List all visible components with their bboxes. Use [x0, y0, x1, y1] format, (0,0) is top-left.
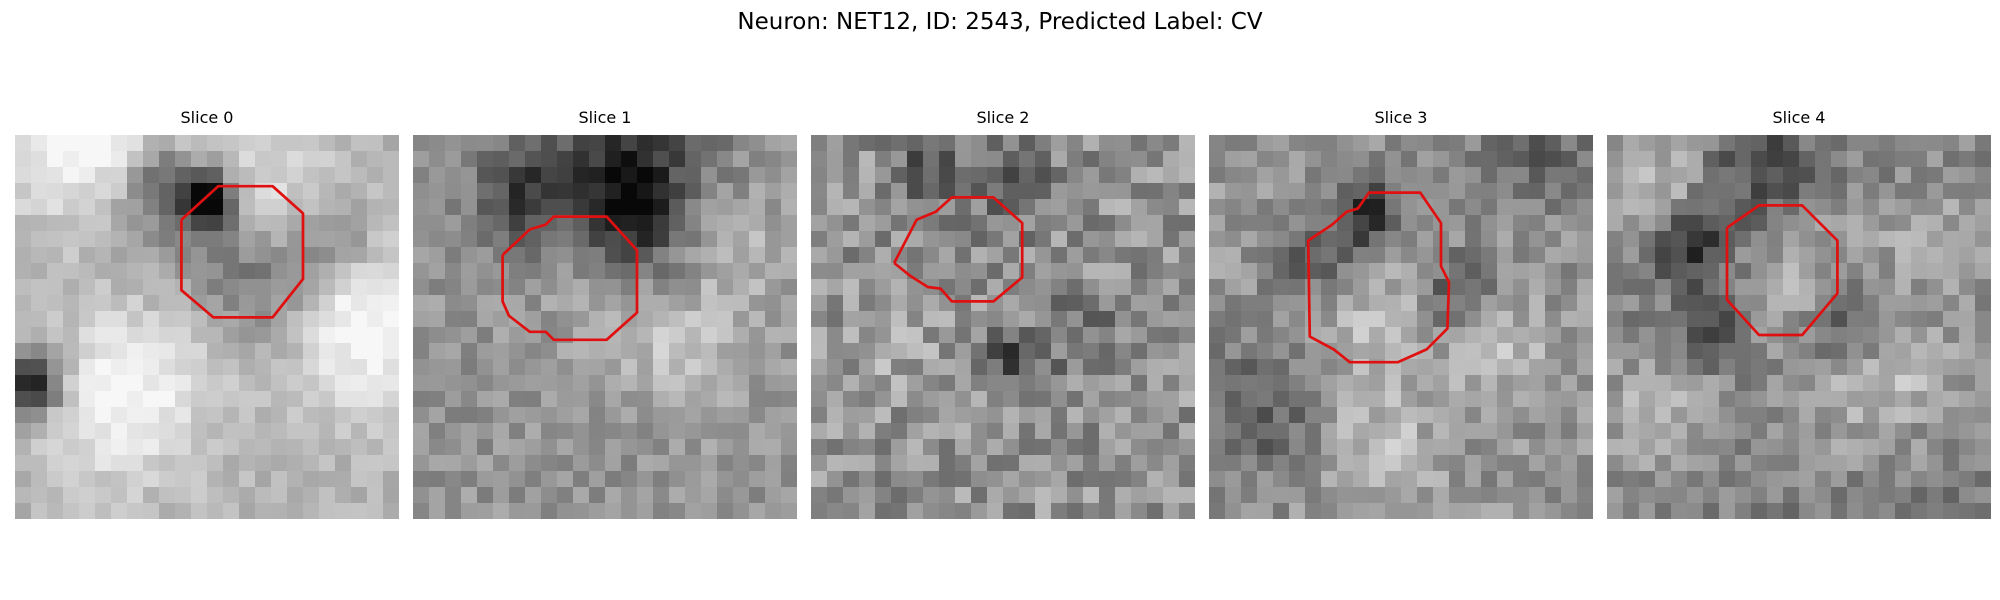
slice-image-0: [15, 135, 399, 519]
slice-title-0: Slice 0: [180, 108, 234, 127]
slice-image-3: [1209, 135, 1593, 519]
roi-polygon-4: [1725, 204, 1839, 337]
roi-polygon-2: [892, 196, 1024, 303]
roi-polygon-1: [501, 215, 639, 342]
slice-title-2: Slice 2: [976, 108, 1030, 127]
roi-outline-4: [1725, 204, 1839, 337]
slice-panel-2: Slice 2: [811, 106, 1195, 531]
roi-polygon-3: [1306, 191, 1451, 364]
slice-image-4: [1607, 135, 1991, 519]
slice-title-1: Slice 1: [578, 108, 632, 127]
roi-outline-3: [1306, 191, 1451, 364]
roi-outline-0: [180, 184, 305, 319]
slice-title-3: Slice 3: [1374, 108, 1428, 127]
slice-panel-0: Slice 0: [15, 106, 399, 531]
roi-polygon-0: [180, 184, 305, 319]
slice-title-4: Slice 4: [1772, 108, 1826, 127]
slice-panel-1: Slice 1: [413, 106, 797, 531]
roi-outline-1: [501, 215, 639, 342]
slice-image-1: [413, 135, 797, 519]
roi-outline-2: [892, 196, 1024, 303]
slice-panel-4: Slice 4: [1607, 106, 1991, 531]
figure-title: Neuron: NET12, ID: 2543, Predicted Label…: [737, 9, 1263, 35]
slice-image-2: [811, 135, 1195, 519]
slice-panel-3: Slice 3: [1209, 106, 1593, 531]
